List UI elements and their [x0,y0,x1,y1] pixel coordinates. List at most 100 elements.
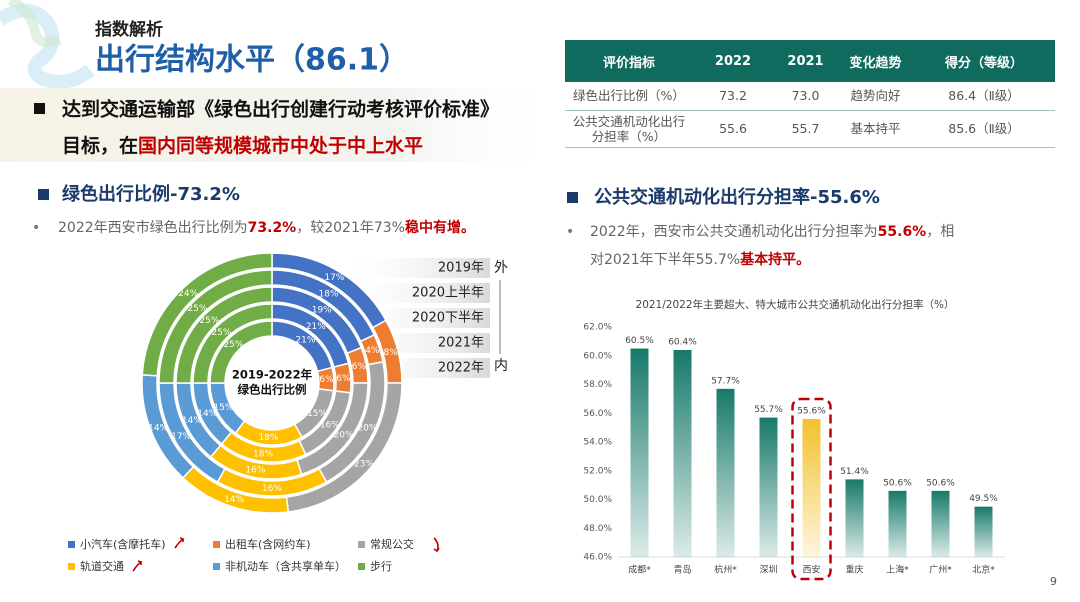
note-emphasis: 基本持平。 [740,251,810,268]
segment-label: 16% [245,465,265,475]
bar [931,490,950,557]
ring-label: 2020下半年 [412,311,484,326]
x-tick-label: 深圳 [759,565,777,576]
bullet [38,189,49,200]
summary-text: 目标，在 [62,134,138,157]
table-cell: 73.0 [773,82,838,111]
value-label: 57.7% [711,376,740,386]
note-text: ，较2021年73% [296,220,405,236]
table-body: 绿色出行比例（%） 73.2 73.0 趋势向好 86.4（Ⅱ级） 公共交通机动化出行分担… [565,82,1055,148]
donut-segment [141,252,273,377]
segment-label: 18% [253,449,273,459]
page-title: 出行结构水平（86.1） [95,43,409,78]
segment-label: 18% [319,289,339,299]
note: 2022年西安市绿色出行比例为73.2%，较2021年73%稳中有增。 [58,219,475,236]
outer-label: 外 [494,260,508,276]
segment-label: 14% [182,416,202,426]
segment-label: 25% [187,304,207,314]
segment-label: 14% [197,409,217,419]
inner-label: 内 [494,358,508,374]
value-label: 50.6% [926,478,955,488]
bar [759,417,778,557]
donut-segment [175,286,273,384]
segment-label: 18% [259,433,279,443]
ring-label: 2022年 [438,361,484,376]
legend-swatch [213,541,220,548]
legend-swatch [358,563,365,570]
segment-label: 19% [312,305,332,315]
segment-label: 21% [306,322,326,332]
y-tick-label: 56.0% [583,409,612,419]
legend-label: 步行 [370,560,392,573]
table-cell: 55.7 [773,110,838,148]
up-arrow [132,560,143,572]
segment-label: 15% [307,409,327,419]
y-tick-label: 62.0% [583,323,612,333]
bar [716,388,735,557]
bar [630,348,649,557]
note: 2022年，西安市公共交通机动化出行分担率为55.6%，相 [590,223,954,240]
value-label: 60.5% [625,336,654,346]
table-cell: 公共交通机动化出行分担率（%） [565,110,693,148]
bar [974,506,993,557]
bar [673,350,692,557]
segment-label: 25% [199,316,219,326]
value-label: 60.4% [668,338,697,348]
x-tick-label: 西安 [802,564,820,576]
ring-label: 2019年 [438,261,484,276]
segment-label: 25% [211,328,231,338]
bar [802,419,821,557]
table-cell: 86.4（Ⅱ级） [913,82,1055,111]
note-text: 对2021年下半年55.7% [590,252,740,268]
segment-label: 23% [354,460,374,470]
segment-label: 16% [262,484,282,494]
y-tick-label: 52.0% [583,466,612,476]
note-text: 2022年，西安市公共交通机动化出行分担率为 [590,223,878,240]
x-tick-label: 重庆 [845,564,863,576]
y-tick-label: 60.0% [583,351,612,361]
section-heading: 绿色出行比例-73.2% [62,183,240,205]
ring-label-band [340,283,490,303]
center-label: 2019-2022年 [232,368,313,382]
legend-label: 常规公交 [370,537,414,551]
ring-label: 2020上半年 [412,286,484,301]
note-emphasis: 稳中有增。 [405,219,475,236]
bar [888,490,907,557]
segment-label: 14% [224,495,244,505]
legend-swatch [358,541,365,548]
value-label: 50.6% [883,478,912,488]
summary-line: 达到交通运输部《绿色出行创建行动考核评价标准》 [62,98,499,121]
table-header: 评价指标 2022 2021 变化趋势 得分（等级） [565,40,1055,82]
y-tick-label: 58.0% [583,380,612,390]
y-tick-label: 50.0% [583,495,612,505]
bullet-dot: • [32,220,40,236]
down-arrow [433,537,440,553]
x-tick-label: 青岛 [673,564,691,576]
summary-band [0,88,560,162]
x-tick-label: 上海* [886,564,909,576]
header-cell: 得分（等级） [913,40,1055,82]
header-cell: 评价指标 [565,40,693,82]
segment-label: 4% [365,346,380,356]
x-tick-label: 广州* [929,564,952,576]
value-label: 51.4% [840,467,869,477]
ring-label-band [340,258,490,278]
note-emphasis: 55.6% [878,224,927,240]
y-tick-label: 46.0% [583,553,612,563]
bar [845,479,864,557]
summary-highlight: 国内同等规模城市中处于中上水平 [138,134,423,157]
page-number: 9 [1050,575,1057,588]
bullet [567,192,578,203]
segment-label: 15% [213,403,233,413]
table-cell: 基本持平 [838,110,913,148]
header-cell: 2022 [693,40,773,82]
donut-segment [158,269,273,384]
bullet-dot: • [566,224,574,240]
legend-swatch [68,541,75,548]
legend-label: 轨道交通 [80,559,124,573]
segment-label: 20% [357,423,377,433]
legend-label: 非机动车（含共享单车） [225,559,346,573]
x-tick-label: 成都* [628,564,651,576]
